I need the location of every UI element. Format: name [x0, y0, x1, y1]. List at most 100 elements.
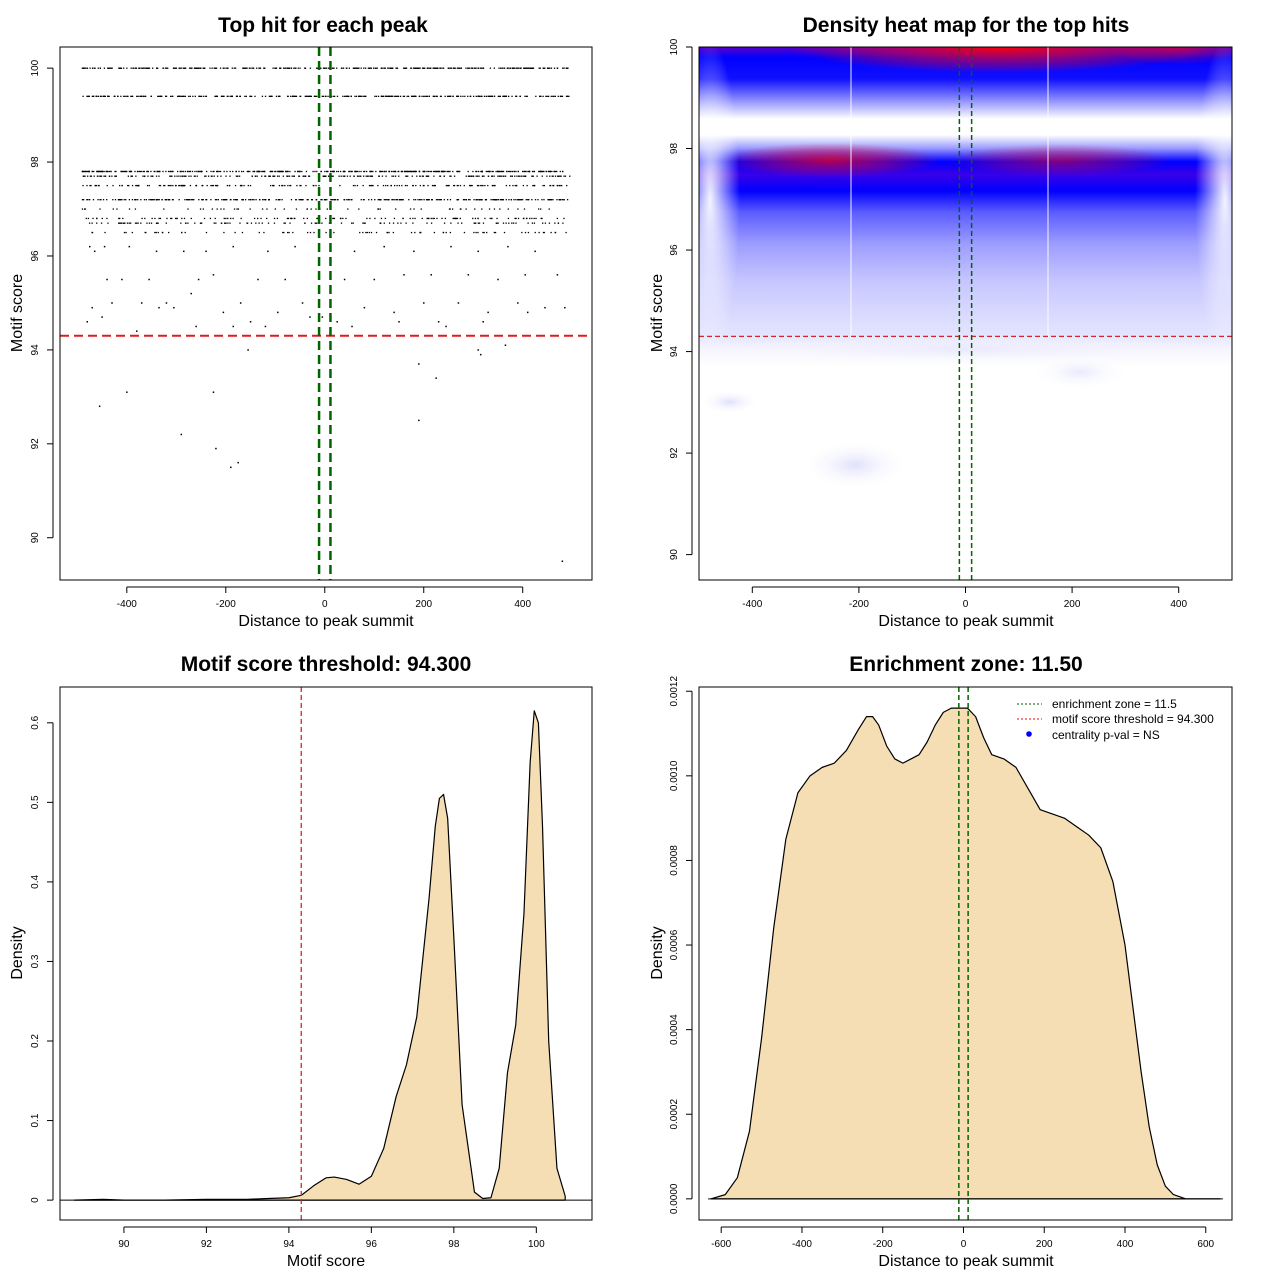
p1-band-7-point — [340, 217, 342, 220]
p1-band-1-point — [108, 95, 110, 98]
p1-band-8-point — [405, 222, 407, 224]
panel4-frame — [698, 686, 1233, 1221]
p1-band-2-point — [167, 170, 170, 173]
p1-band-1-point — [515, 95, 517, 98]
p1-band-2-point — [180, 170, 182, 173]
p1-band-9-point — [104, 231, 106, 234]
p4-ytick-label-0: 0.0000 — [669, 1183, 680, 1214]
p1-band-2-point — [540, 170, 542, 173]
p1-band-5-point — [268, 199, 270, 201]
p1-band-2-point — [448, 170, 450, 173]
p1-band-0-point — [182, 67, 184, 69]
p4-density-area — [710, 707, 1221, 1200]
p1-band-6-point — [315, 208, 317, 210]
p1-point-21 — [257, 278, 259, 281]
p1-band-3-point — [407, 175, 409, 177]
p1-band-9-point — [388, 231, 390, 234]
p1-band-0-point — [331, 67, 334, 69]
p1-band-7-point — [158, 217, 160, 220]
p1-band-0-point — [297, 67, 299, 69]
p1-band-7-point — [166, 217, 168, 220]
p1-band-2-point — [401, 170, 403, 173]
p1-band-1-point — [414, 95, 416, 98]
p1-band-0-point — [244, 67, 247, 69]
p1-band-2-point — [170, 170, 172, 173]
p1-band-4-point — [270, 184, 272, 187]
p1-band-2-point — [498, 170, 500, 173]
p1-band-0-point — [511, 67, 514, 69]
p2-ytick-label-2: 94 — [669, 346, 680, 358]
p1-band-4-point — [377, 184, 379, 187]
p1-band-8-point — [511, 222, 513, 224]
p1-band-0-point — [380, 67, 382, 69]
p1-band-1-point — [535, 95, 537, 98]
p1-band-1-point — [161, 95, 163, 98]
p1-band-3-point — [238, 175, 241, 177]
p1-band-7-point — [203, 217, 206, 220]
p1-band-2-point — [369, 170, 372, 173]
p1-band-2-point — [274, 170, 276, 173]
p1-band-5-point — [413, 199, 415, 201]
p1-band-2-point — [139, 170, 142, 173]
p1-band-6-point — [395, 208, 397, 210]
p1-band-7-point — [472, 217, 474, 220]
p1-band-1-point — [406, 95, 408, 98]
p1-band-7-point — [273, 217, 276, 220]
p1-band-1-point — [336, 95, 339, 98]
p1-band-2-point — [156, 170, 158, 173]
p1-band-5-point — [521, 199, 524, 201]
p1-band-0-point — [471, 67, 474, 69]
p1-band-0-point — [180, 67, 182, 69]
p1-band-1-point — [565, 95, 568, 98]
p1-band-1-point — [88, 95, 90, 98]
p1-point-32 — [373, 278, 376, 281]
p1-band-0-point — [109, 67, 111, 69]
p1-band-1-point — [104, 95, 107, 98]
p1-point-48 — [524, 274, 526, 276]
p1-band-4-point — [89, 184, 91, 187]
p1-band-5-point — [566, 199, 569, 201]
p1-band-2-point — [106, 170, 108, 173]
p1-band-2-point — [375, 170, 377, 173]
p1-band-7-point — [316, 217, 319, 220]
p1-band-3-point — [385, 175, 387, 177]
p1-band-0-point — [256, 67, 258, 69]
p1-band-0-point — [354, 67, 356, 69]
p1-band-7-point — [366, 217, 368, 220]
p1-band-8-point — [461, 222, 463, 224]
p1-point-42 — [467, 274, 470, 276]
p1-band-3-point — [93, 175, 95, 177]
p1-band-0-point — [439, 67, 441, 69]
p1-band-1-point — [214, 95, 216, 98]
p1-band-2-point — [86, 170, 88, 173]
p1-band-2-point — [355, 170, 358, 173]
p1-band-2-point — [143, 170, 145, 173]
p1-band-3-point — [90, 175, 93, 177]
p1-band-7-point — [427, 217, 429, 220]
p1-band-5-point — [171, 199, 174, 201]
p1-band-8-point — [443, 222, 446, 224]
p1-band-0-point — [215, 67, 218, 69]
p1-band-5-point — [499, 199, 502, 201]
p1-band-2-point — [232, 170, 234, 173]
p1-band-0-point — [432, 67, 434, 69]
p1-band-8-point — [502, 222, 505, 224]
p1-band-3-point — [87, 175, 89, 177]
p1-band-6-point — [283, 208, 285, 210]
p1-band-1-point — [236, 95, 238, 98]
p1-band-5-point — [92, 199, 95, 201]
p1-band-0-point — [263, 67, 265, 69]
p1-point-14 — [197, 278, 200, 281]
p1-band-2-point — [507, 170, 510, 173]
p1-band-4-point — [201, 184, 203, 187]
p1-band-0-point — [405, 67, 408, 69]
p1-band-7-point — [240, 217, 242, 220]
p1-band-1-point — [91, 95, 93, 98]
p1-point-47 — [517, 302, 519, 304]
p1-band-5-point — [383, 199, 385, 201]
p1-band-4-point — [471, 184, 473, 187]
p1-band-5-point — [439, 199, 441, 201]
p1-point-65 — [482, 321, 484, 323]
p1-band-5-point — [333, 199, 335, 201]
p1-band-2-point — [548, 170, 550, 173]
